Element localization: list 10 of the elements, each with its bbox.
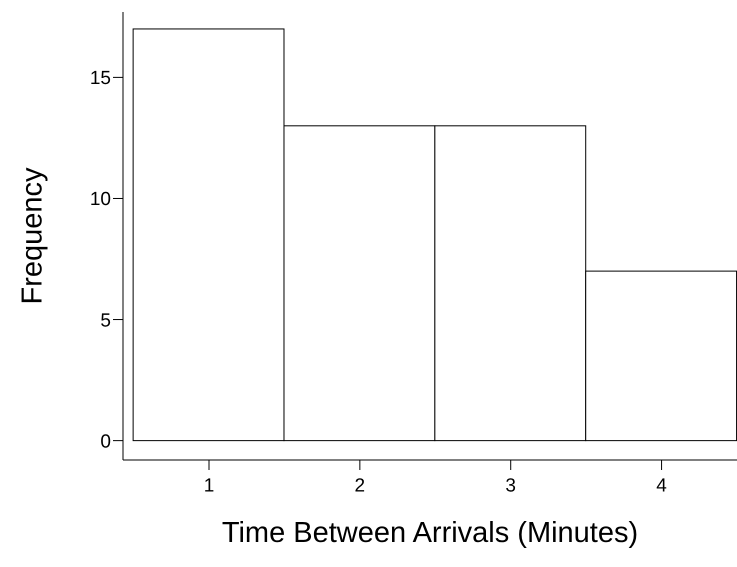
x-tick-label: 1 <box>204 475 214 496</box>
y-axis-title: Frequency <box>16 166 48 305</box>
x-axis-title: Time Between Arrivals (Minutes) <box>222 517 638 549</box>
y-tick-label: 0 <box>100 431 111 452</box>
x-tick-label: 3 <box>505 475 516 496</box>
y-tick-label: 15 <box>90 68 111 90</box>
x-tick-label: 4 <box>656 475 668 496</box>
y-tick-label: 10 <box>90 189 111 210</box>
x-tick-label: 2 <box>354 475 366 496</box>
y-tick-label: 5 <box>100 310 111 332</box>
